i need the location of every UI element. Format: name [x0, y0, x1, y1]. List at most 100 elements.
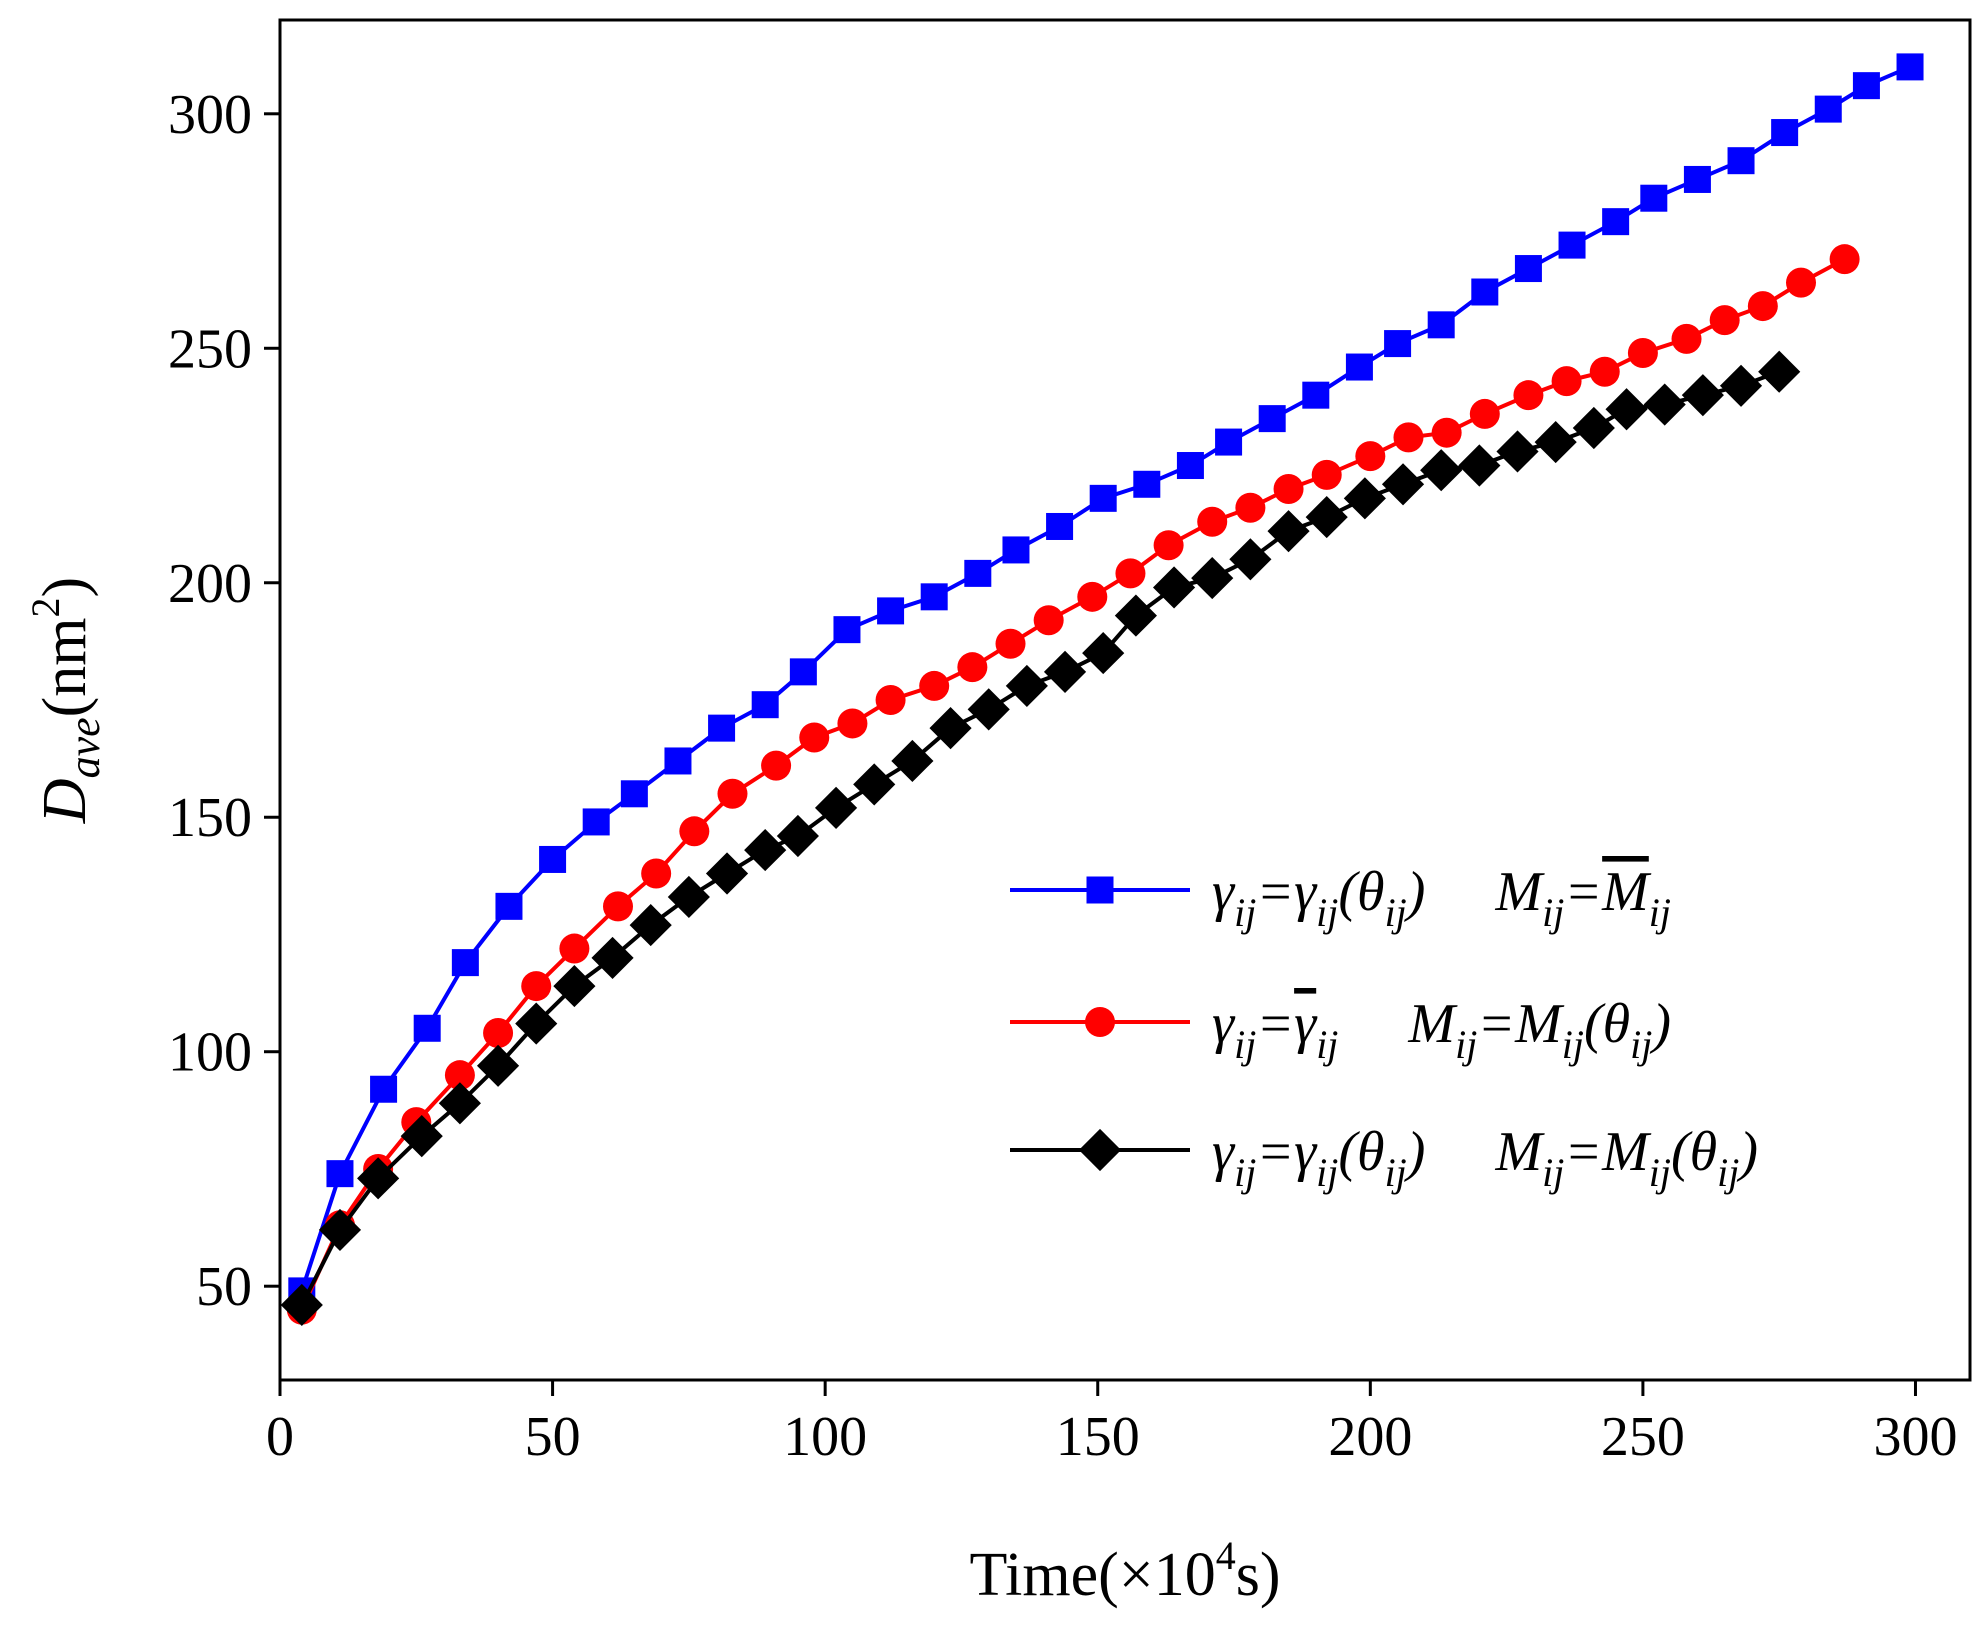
legend-label: γij=γij(θij) Mij=Mij — [1212, 861, 1671, 935]
x-tick-label: 150 — [1056, 1406, 1140, 1468]
data-point — [641, 858, 672, 889]
data-point — [280, 1283, 323, 1327]
data-point — [1273, 473, 1304, 504]
data-point — [1602, 208, 1630, 236]
data-point — [539, 845, 567, 873]
data-point — [1381, 463, 1425, 506]
data-point — [705, 852, 749, 895]
plot-frame — [278, 18, 1972, 1382]
series-line — [300, 369, 1780, 1306]
axis-ticks: 0 50 100 150 200 250 300 50 100 150 200 250 300 — [168, 84, 1957, 1468]
data-point — [1496, 430, 1539, 473]
data-point — [603, 891, 633, 922]
data-point — [629, 904, 672, 947]
data-point — [995, 628, 1026, 659]
series-line — [299, 65, 1911, 1292]
data-point — [1043, 650, 1087, 693]
data-point — [1786, 267, 1816, 298]
data-point — [1197, 506, 1228, 537]
data-point — [1176, 452, 1204, 480]
data-point — [444, 1060, 475, 1091]
data-point — [1215, 428, 1243, 456]
data-point — [679, 816, 710, 847]
data-point — [1115, 558, 1146, 589]
data-point — [799, 722, 830, 753]
data-point — [1534, 420, 1577, 464]
data-point — [708, 714, 736, 742]
data-point — [1681, 374, 1724, 417]
x-tick-label: 100 — [783, 1406, 867, 1468]
data-point — [1747, 291, 1778, 322]
data-point — [326, 1160, 354, 1188]
data-point — [717, 778, 748, 809]
data-point — [1258, 405, 1286, 433]
y-tick-label: 250 — [168, 318, 252, 380]
legend-entry-1: γij=γij(θij) Mij=Mij — [1010, 861, 1671, 935]
data-point — [920, 583, 948, 611]
data-point — [357, 1157, 400, 1200]
data-point — [837, 708, 868, 739]
data-point — [1191, 556, 1234, 600]
data-point — [1469, 398, 1500, 429]
data-point — [1671, 323, 1702, 354]
data-point — [1133, 470, 1161, 498]
data-point — [1114, 594, 1157, 637]
data-point — [1852, 72, 1880, 100]
x-tick-label: 300 — [1873, 1406, 1957, 1468]
data-point — [1431, 417, 1462, 448]
legend-entry-2: γij=γij Mij=Mij(θij) — [1010, 993, 1671, 1067]
data-point — [1152, 566, 1196, 609]
data-point — [1513, 380, 1544, 411]
data-point — [789, 658, 817, 686]
data-point — [591, 936, 634, 980]
data-point — [1758, 350, 1801, 393]
y-tick-label: 100 — [168, 1022, 252, 1084]
data-point — [1420, 449, 1463, 492]
data-point — [877, 597, 905, 625]
data-point — [521, 971, 552, 1002]
data-point — [451, 949, 479, 977]
data-point — [1355, 441, 1386, 472]
data-point — [667, 875, 710, 919]
data-point — [1514, 255, 1542, 283]
data-point — [559, 933, 590, 964]
data-point — [1551, 366, 1582, 397]
data-point — [875, 685, 906, 715]
data-point — [1719, 364, 1763, 407]
data-point — [751, 691, 779, 719]
data-point — [1311, 459, 1342, 490]
data-point — [582, 808, 610, 836]
y-axis-title: Dave(nm2) — [23, 577, 109, 824]
data-point — [833, 616, 861, 644]
data-point — [1082, 632, 1125, 675]
legend-entry-3: γij=γij(θij) Mij=Mij(θij) — [1010, 1121, 1758, 1195]
series-1 — [288, 53, 1924, 1305]
data-point — [1229, 538, 1272, 581]
data-point — [853, 763, 896, 806]
data-point — [1267, 510, 1310, 553]
data-point — [483, 1017, 514, 1048]
data-point — [620, 780, 648, 808]
series-layer — [280, 53, 1924, 1327]
y-tick-label: 50 — [196, 1256, 252, 1318]
data-point — [1814, 95, 1842, 123]
data-point — [1153, 530, 1184, 561]
data-point — [1643, 383, 1686, 426]
data-point — [761, 750, 792, 781]
y-tick-label: 300 — [168, 84, 252, 146]
series-3 — [280, 350, 1801, 1327]
data-point — [1683, 165, 1711, 193]
data-point — [553, 964, 596, 1008]
y-tick-label: 200 — [168, 553, 252, 615]
legend: γij=γij(θij) Mij=Mij γij=γij Mij=Mij(θij) γi… — [1010, 861, 1758, 1195]
data-point — [1589, 356, 1620, 387]
data-point — [1640, 184, 1668, 212]
data-point — [1458, 444, 1501, 487]
legend-marker — [1078, 1128, 1122, 1172]
data-point — [1471, 278, 1499, 306]
data-point — [919, 670, 950, 701]
data-point — [1077, 581, 1108, 612]
data-point — [744, 828, 787, 872]
data-point — [664, 747, 692, 775]
